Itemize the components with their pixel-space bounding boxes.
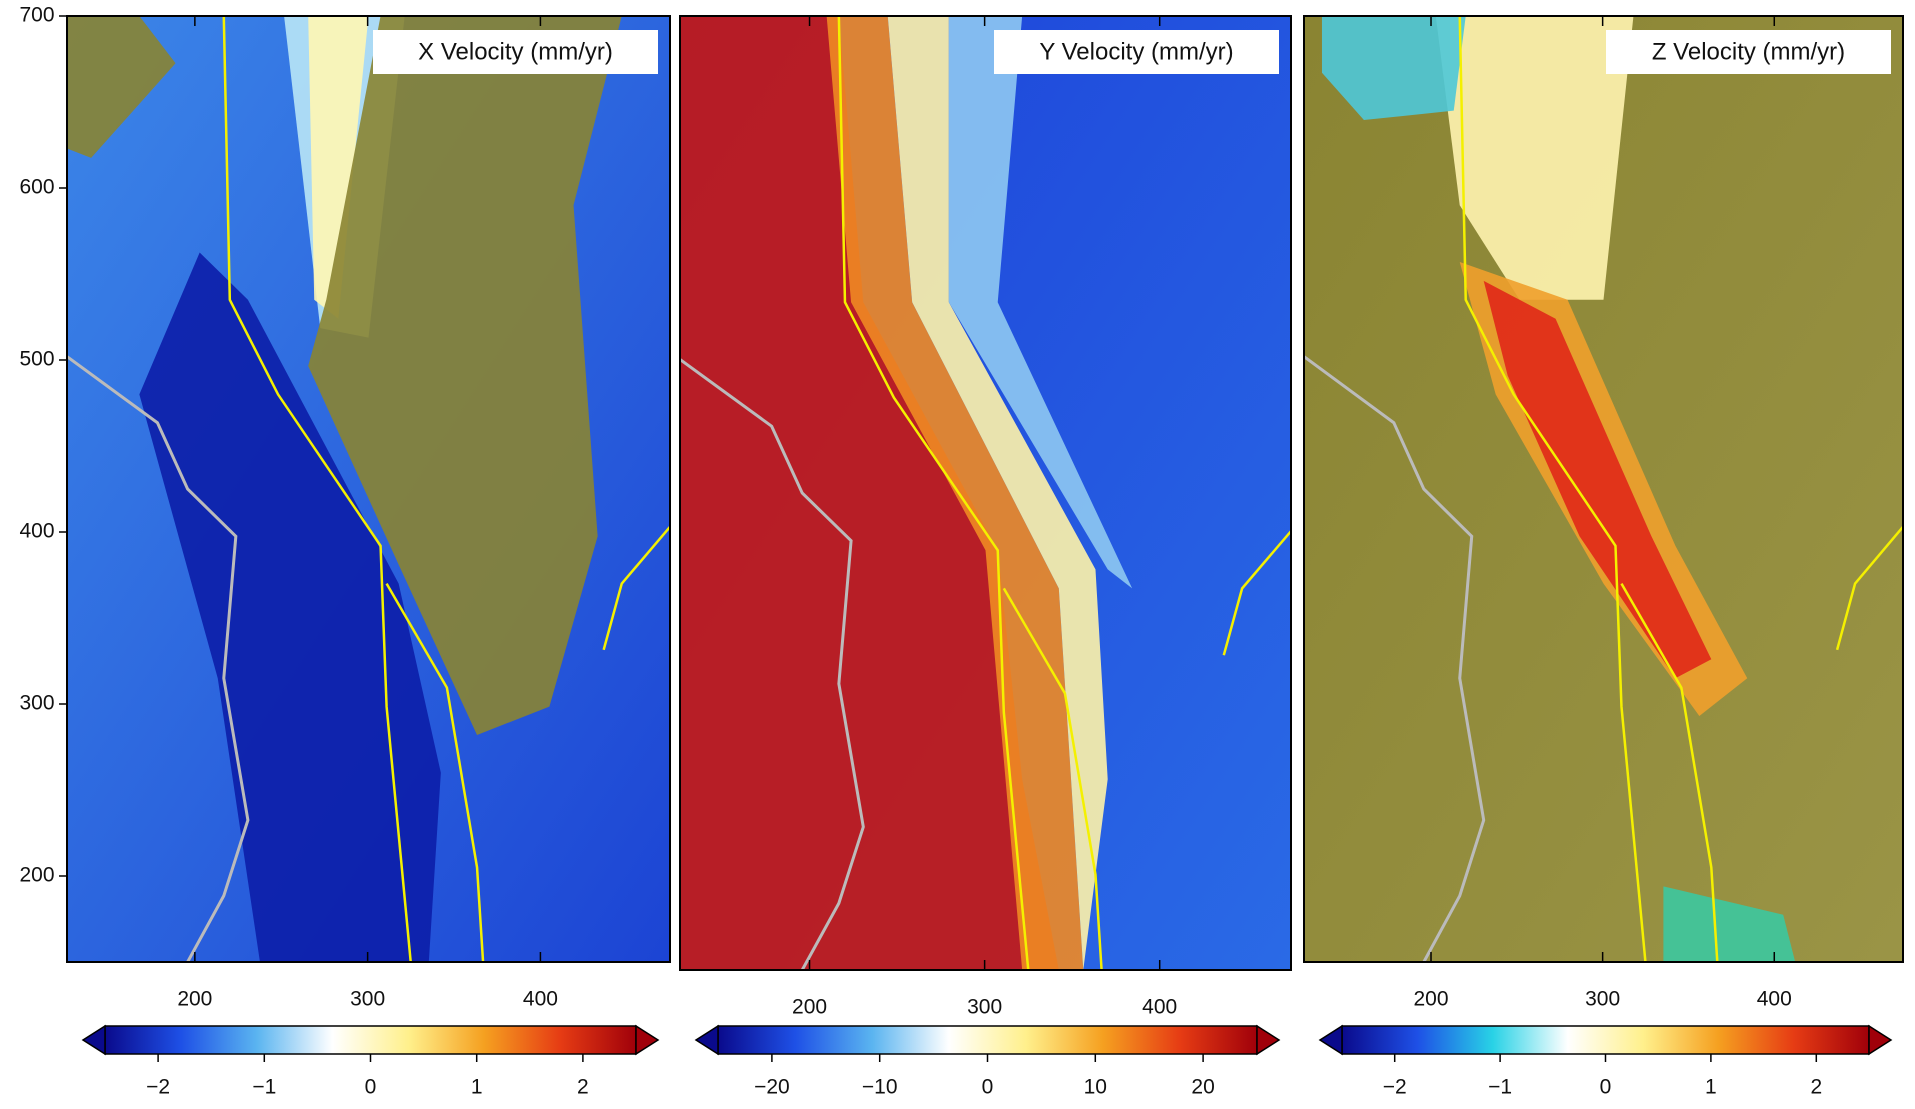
y-tick-label: 500 [19,348,54,371]
page: X Velocity (mm/yr)2003004002003004005006… [0,0,1915,1109]
x-tick-label: 200 [177,988,212,1011]
x-tick-label: 300 [1585,988,1620,1011]
colorbar [718,1026,1257,1054]
colorbar-tick-label: −2 [1383,1076,1407,1099]
x-tick-label: 300 [967,996,1002,1019]
colorbar-tick-label: −2 [146,1076,170,1099]
colorbar-arrow-low [83,1026,105,1054]
colorbar-tick-label: 20 [1191,1076,1214,1099]
colorbar-tick-label: 2 [577,1076,589,1099]
x-tick-label: 200 [792,996,827,1019]
map-panel: Z Velocity (mm/yr) 200 300 400 −2 −1 0 1 2 [1304,16,1903,1099]
y-tick-label: 200 [19,864,54,887]
panel-title: Z Velocity (mm/yr) [1652,38,1845,65]
colorbar-arrow-low [1320,1026,1342,1054]
colorbar-arrow-low [696,1026,718,1054]
map-panel: X Velocity (mm/yr) 200 300 400 200 300 400 500 6… [19,4,670,1099]
colorbar-arrow-high [636,1026,658,1054]
x-tick-label: 200 [1413,988,1448,1011]
x-tick-label: 400 [523,988,558,1011]
x-tick-label: 400 [1142,996,1177,1019]
colorbar-tick-label: −1 [252,1076,276,1099]
colorbar-tick-label: −1 [1488,1076,1512,1099]
colorbar-tick-label: −20 [754,1076,790,1099]
colorbar-tick-label: 0 [1600,1076,1612,1099]
colorbar-tick-label: 1 [471,1076,483,1099]
figure: X Velocity (mm/yr)2003004002003004005006… [0,0,1915,1109]
y-tick-label: 600 [19,176,54,199]
map-panel: Y Velocity (mm/yr) 200 300 400 −20 −10 0 10 20 [680,16,1291,1099]
colorbar-arrow-high [1257,1026,1279,1054]
colorbar-tick-label: 0 [365,1076,377,1099]
colorbar-tick-label: 2 [1810,1076,1822,1099]
colorbar-tick-label: 1 [1705,1076,1717,1099]
x-tick-label: 300 [350,988,385,1011]
y-tick-label: 400 [19,520,54,543]
colorbar-arrow-high [1869,1026,1891,1054]
y-tick-label: 300 [19,692,54,715]
colorbar-tick-label: 0 [982,1076,994,1099]
colorbar [1342,1026,1869,1054]
panel-title: X Velocity (mm/yr) [418,38,613,65]
colorbar-tick-label: −10 [862,1076,898,1099]
colorbar [105,1026,636,1054]
panel-title: Y Velocity (mm/yr) [1039,38,1233,65]
colorbar-tick-label: 10 [1084,1076,1107,1099]
y-tick-label: 700 [19,4,54,27]
x-tick-label: 400 [1757,988,1792,1011]
